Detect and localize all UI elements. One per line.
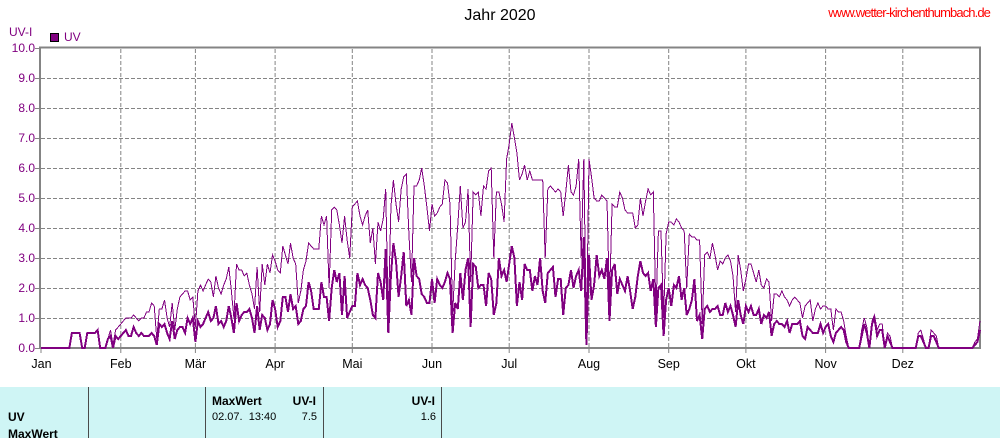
svg-text:Dez: Dez — [892, 357, 914, 371]
svg-text:Jul: Jul — [501, 357, 517, 371]
svg-text:0.0: 0.0 — [18, 341, 35, 355]
svg-text:3.0: 3.0 — [18, 251, 35, 265]
svg-text:Nov: Nov — [814, 357, 837, 371]
svg-text:7.0: 7.0 — [18, 131, 35, 145]
svg-text:Feb: Feb — [110, 357, 132, 371]
svg-text:10.0: 10.0 — [12, 41, 36, 55]
svg-text:Okt: Okt — [736, 357, 756, 371]
svg-text:5.0: 5.0 — [18, 191, 35, 205]
svg-text:Jan: Jan — [31, 357, 51, 371]
svg-text:Sep: Sep — [658, 357, 680, 371]
svg-text:Jun: Jun — [422, 357, 442, 371]
svg-text:Aug: Aug — [578, 357, 600, 371]
svg-text:Apr: Apr — [265, 357, 284, 371]
svg-text:8.0: 8.0 — [18, 101, 35, 115]
svg-text:Mär: Mär — [185, 357, 207, 371]
svg-text:9.0: 9.0 — [18, 71, 35, 85]
svg-text:4.0: 4.0 — [18, 221, 35, 235]
svg-text:6.0: 6.0 — [18, 161, 35, 175]
svg-text:2.0: 2.0 — [18, 281, 35, 295]
svg-text:1.0: 1.0 — [18, 311, 35, 325]
svg-text:Mai: Mai — [342, 357, 362, 371]
